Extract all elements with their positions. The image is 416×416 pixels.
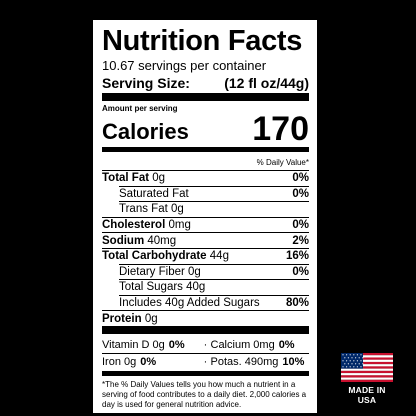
separator-dot: · (203, 338, 208, 351)
nutrient-row-trans-fat: Trans Fat 0g (119, 201, 309, 217)
us-flag-icon (341, 353, 393, 382)
serving-size-value: (12 fl oz/44g) (224, 75, 309, 91)
label-title: Nutrition Facts (102, 25, 303, 57)
thick-divider (102, 93, 309, 101)
nutrient-row-total-sugars: Total Sugars 40g (119, 279, 309, 295)
nutrient-name: Includes 40g Added Sugars (119, 297, 260, 310)
nutrient-name: Dietary Fiber 0g (119, 265, 201, 278)
vitamin-name: Potas. 490mg (210, 355, 279, 368)
nutrient-name: Saturated Fat (119, 187, 189, 200)
separator-dot: · (203, 355, 208, 368)
nutrient-name: Total Fat (102, 172, 150, 185)
nutrient-dv: 0% (292, 219, 309, 232)
calories-row: Calories 170 (102, 110, 309, 148)
nutrient-amount: 0g (152, 172, 166, 185)
vitamin-dv: 0% (278, 338, 295, 351)
divider (102, 352, 309, 354)
nutrient-row-added-sugars: Includes 40g Added Sugars 80% (119, 294, 309, 311)
servings-per-container: 10.67 servings per container (102, 58, 267, 73)
nutrient-amount: 44g (209, 250, 229, 263)
medium-divider (102, 370, 309, 376)
nutrient-dv: 0% (292, 265, 309, 278)
vitamin-dv: 10% (282, 355, 305, 368)
nutrient-dv: 0% (292, 187, 309, 200)
nutrition-facts-label: Nutrition Facts 10.67 servings per conta… (93, 20, 317, 413)
vitamin-name: Calcium 0mg (210, 338, 275, 351)
nutrient-amount: 40mg (147, 234, 177, 247)
nutrient-row-saturated-fat: Saturated Fat 0% (119, 185, 309, 202)
nutrient-dv: 0% (292, 172, 309, 185)
nutrient-name: Sodium (102, 234, 145, 247)
nutrient-name: Total Sugars 40g (119, 281, 206, 294)
medium-divider (102, 147, 309, 152)
nutrient-dv: 80% (285, 297, 309, 310)
nutrient-amount: 0mg (168, 219, 191, 232)
footnote: *The % Daily Values tells you how much a… (102, 379, 307, 409)
serving-size-label: Serving Size: (102, 75, 190, 91)
amount-per-serving: Amount per serving (102, 104, 178, 113)
nutrient-dv: 2% (292, 234, 309, 247)
vitamin-dv: 0% (140, 355, 157, 368)
nutrient-name: Total Carbohydrate (102, 250, 207, 263)
vitamin-row: Vitamin D 0g 0% · Calcium 0mg 0% (102, 337, 309, 353)
calories-label: Calories (102, 119, 189, 144)
nutrient-row-dietary-fiber: Dietary Fiber 0g 0% (119, 263, 309, 280)
nutrient-row-total-carbohydrate: Total Carbohydrate 44g 16% (102, 247, 309, 264)
made-in-usa-badge: MADE IN USA (339, 353, 395, 405)
vitamin-name: Vitamin D 0g (102, 338, 165, 351)
nutrient-row-sodium: Sodium 40mg 2% (102, 232, 309, 248)
nutrient-row-protein: Protein 0g (102, 310, 309, 326)
calories-value: 170 (252, 110, 309, 148)
nutrient-row-cholesterol: Cholesterol 0mg 0% (102, 216, 309, 233)
nutrient-amount: 0g (144, 312, 158, 325)
nutrient-dv: 16% (285, 250, 309, 263)
nutrient-name: Protein (102, 312, 142, 325)
nutrient-row-total-fat: Total Fat 0g 0% (102, 170, 309, 186)
serving-size-row: Serving Size: (12 fl oz/44g) (102, 74, 309, 92)
nutrient-name: Trans Fat 0g (119, 203, 184, 216)
vitamin-name: Iron 0g (102, 355, 137, 368)
daily-value-header: % Daily Value* (256, 158, 309, 167)
made-in-usa-text: MADE IN USA (348, 385, 386, 405)
vitamin-dv: 0% (168, 338, 185, 351)
thick-divider (102, 325, 309, 334)
vitamin-row: Iron 0g 0% · Potas. 490mg 10% (102, 354, 309, 370)
nutrient-name: Cholesterol (102, 219, 166, 232)
